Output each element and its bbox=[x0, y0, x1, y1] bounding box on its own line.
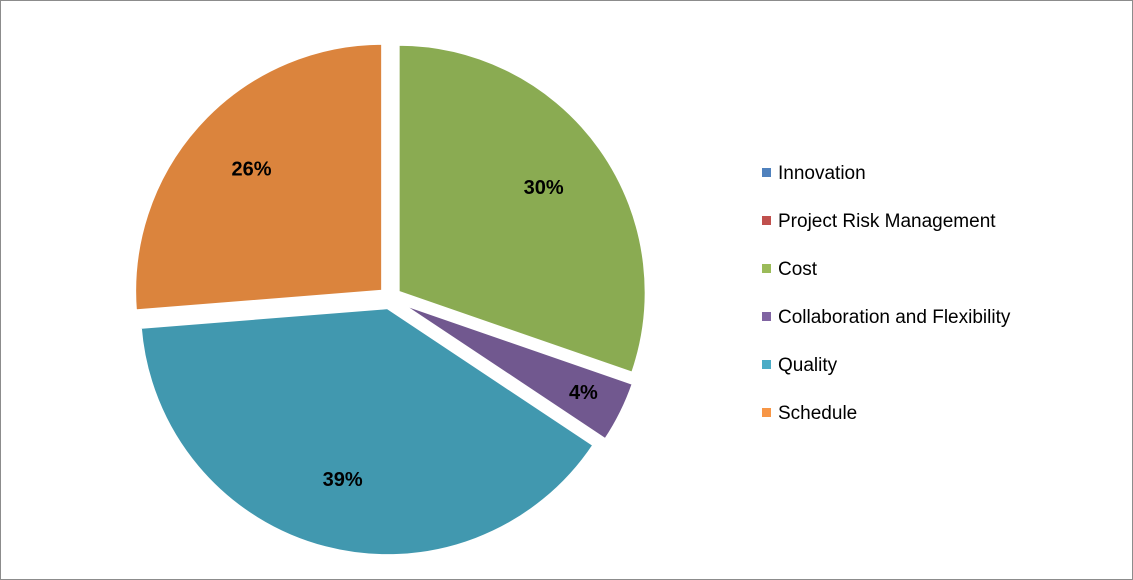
pie-slice bbox=[398, 301, 636, 442]
pie-slice bbox=[133, 41, 385, 313]
legend-swatch bbox=[762, 312, 771, 321]
data-label: 26% bbox=[231, 158, 271, 180]
legend-label: Project Risk Management bbox=[778, 211, 996, 232]
data-label: 30% bbox=[524, 177, 564, 199]
data-label: 39% bbox=[323, 469, 363, 491]
legend-swatch bbox=[762, 216, 771, 225]
pie-slice bbox=[396, 42, 648, 376]
legend-swatch bbox=[762, 168, 771, 177]
legend-label: Schedule bbox=[778, 403, 857, 424]
legend-label: Innovation bbox=[778, 163, 866, 184]
data-label: 4% bbox=[569, 382, 598, 404]
legend-swatch bbox=[762, 264, 771, 273]
legend-swatch bbox=[762, 360, 771, 369]
legend-swatch bbox=[762, 408, 771, 417]
legend-label: Quality bbox=[778, 355, 838, 376]
legend-label: Cost bbox=[778, 259, 818, 280]
legend-label: Collaboration and Flexibility bbox=[778, 307, 1011, 328]
pie-slice bbox=[138, 306, 597, 558]
